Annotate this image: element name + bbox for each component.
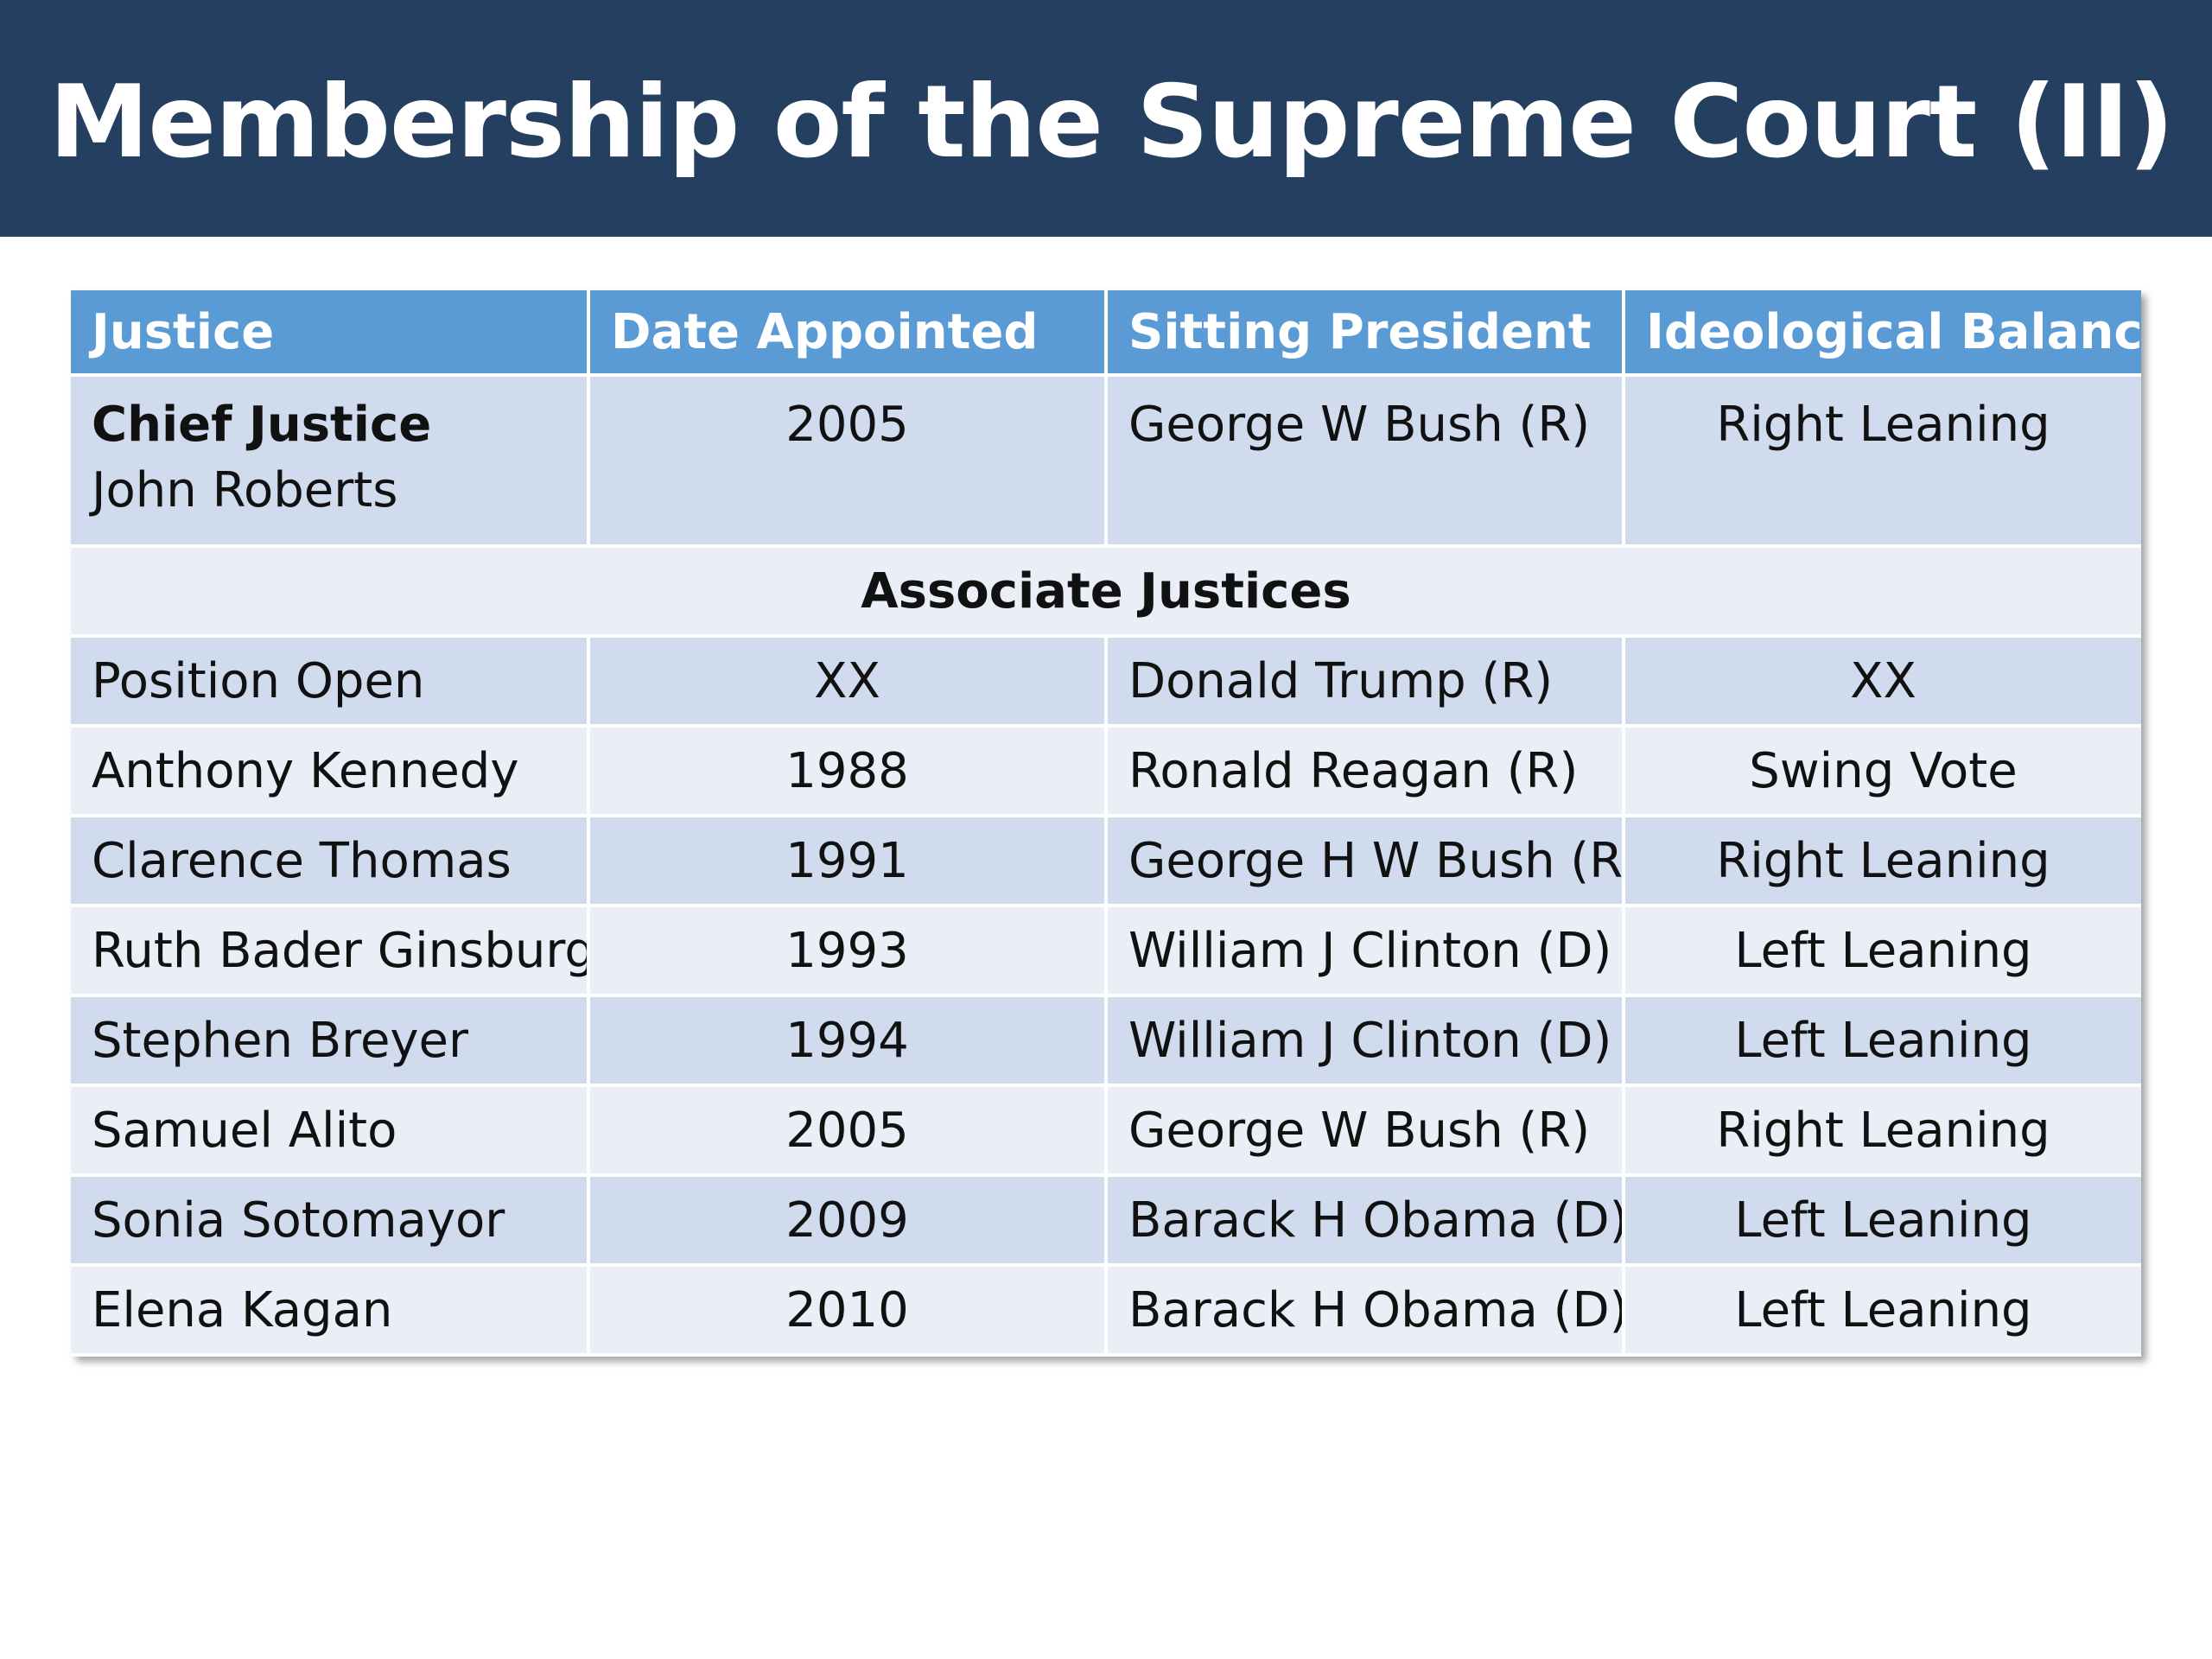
ideological-balance-cell: Swing Vote: [1624, 726, 2141, 817]
sitting-president-cell: Barack H Obama (D): [1106, 1265, 1625, 1357]
chief-justice-date: 2005: [588, 375, 1108, 548]
table-row: Anthony Kennedy 1988 Ronald Reagan (R) Swin…: [71, 726, 2141, 817]
justice-name-cell: Elena Kagan: [71, 1265, 590, 1357]
ideological-balance-cell: Left Leaning: [1624, 1175, 2141, 1267]
justice-name-cell: Position Open: [71, 636, 590, 728]
justices-table-container: Justice Date Appointed Sitting President…: [71, 290, 2141, 1357]
justice-name-cell: Anthony Kennedy: [71, 726, 590, 817]
sitting-president-cell: William J Clinton (D): [1106, 906, 1625, 997]
date-appointed-cell: XX: [588, 636, 1108, 728]
chief-justice-row: Chief Justice John Roberts 2005 George W…: [71, 375, 2141, 548]
date-appointed-cell: 1993: [588, 906, 1108, 997]
justice-name-cell: Clarence Thomas: [71, 816, 590, 907]
sitting-president-cell: Ronald Reagan (R): [1106, 726, 1625, 817]
chief-justice-cell: Chief Justice John Roberts: [71, 375, 590, 548]
justice-name-cell: Stephen Breyer: [71, 995, 590, 1087]
title-bar: Membership of the Supreme Court (II): [0, 0, 2212, 237]
ideological-balance-cell: Left Leaning: [1624, 906, 2141, 997]
associate-justices-section-row: Associate Justices: [71, 546, 2141, 638]
associate-justices-body: Position Open XX Donald Trump (R) XX Anthony…: [71, 636, 2141, 1357]
associate-justices-label: Associate Justices: [71, 546, 2141, 638]
table-header-row: Justice Date Appointed Sitting President…: [71, 290, 2141, 377]
table-row: Position Open XX Donald Trump (R) XX: [71, 636, 2141, 728]
header-sitting-president: Sitting President: [1106, 290, 1625, 377]
sitting-president-cell: William J Clinton (D): [1106, 995, 1625, 1087]
sitting-president-cell: Donald Trump (R): [1106, 636, 1625, 728]
ideological-balance-cell: Right Leaning: [1624, 1085, 2141, 1177]
chief-justice-role: Chief Justice: [92, 397, 432, 453]
date-appointed-cell: 2010: [588, 1265, 1108, 1357]
justice-name-cell: Samuel Alito: [71, 1085, 590, 1177]
ideological-balance-cell: Left Leaning: [1624, 1265, 2141, 1357]
chief-justice-president: George W Bush (R): [1106, 375, 1625, 548]
ideological-balance-cell: Right Leaning: [1624, 816, 2141, 907]
table-row: Stephen Breyer 1994 William J Clinton (D) L…: [71, 995, 2141, 1087]
header-justice: Justice: [71, 290, 590, 377]
ideological-balance-cell: XX: [1624, 636, 2141, 728]
table-row: Clarence Thomas 1991 George H W Bush (R) Ri…: [71, 816, 2141, 907]
date-appointed-cell: 1991: [588, 816, 1108, 907]
sitting-president-cell: Barack H Obama (D): [1106, 1175, 1625, 1267]
table-row: Samuel Alito 2005 George W Bush (R) Right L…: [71, 1085, 2141, 1177]
sitting-president-cell: George H W Bush (R): [1106, 816, 1625, 907]
table-row: Elena Kagan 2010 Barack H Obama (D) Left Le…: [71, 1265, 2141, 1357]
justices-table: Justice Date Appointed Sitting President…: [71, 290, 2141, 1357]
header-date-appointed: Date Appointed: [588, 290, 1108, 377]
slide-title: Membership of the Supreme Court (II): [49, 64, 2174, 181]
table-row: Sonia Sotomayor 2009 Barack H Obama (D) Lef…: [71, 1175, 2141, 1267]
date-appointed-cell: 1994: [588, 995, 1108, 1087]
table-row: Ruth Bader Ginsburg 1993 William J Clinton…: [71, 906, 2141, 997]
date-appointed-cell: 1988: [588, 726, 1108, 817]
justice-name-cell: Sonia Sotomayor: [71, 1175, 590, 1267]
chief-justice-balance: Right Leaning: [1624, 375, 2141, 548]
date-appointed-cell: 2005: [588, 1085, 1108, 1177]
ideological-balance-cell: Left Leaning: [1624, 995, 2141, 1087]
sitting-president-cell: George W Bush (R): [1106, 1085, 1625, 1177]
header-ideological-balance: Ideological Balance: [1624, 290, 2141, 377]
justice-name-cell: Ruth Bader Ginsburg: [71, 906, 590, 997]
date-appointed-cell: 2009: [588, 1175, 1108, 1267]
chief-justice-name: John Roberts: [92, 462, 398, 518]
